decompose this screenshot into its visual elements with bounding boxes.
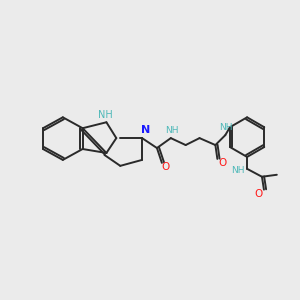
Text: N: N <box>141 125 151 135</box>
Text: NH: NH <box>231 166 245 175</box>
Text: NH: NH <box>165 126 178 135</box>
Text: NH: NH <box>220 123 233 132</box>
Text: O: O <box>218 158 226 168</box>
Text: O: O <box>162 162 170 172</box>
Text: O: O <box>255 189 263 199</box>
Text: NH: NH <box>98 110 113 120</box>
